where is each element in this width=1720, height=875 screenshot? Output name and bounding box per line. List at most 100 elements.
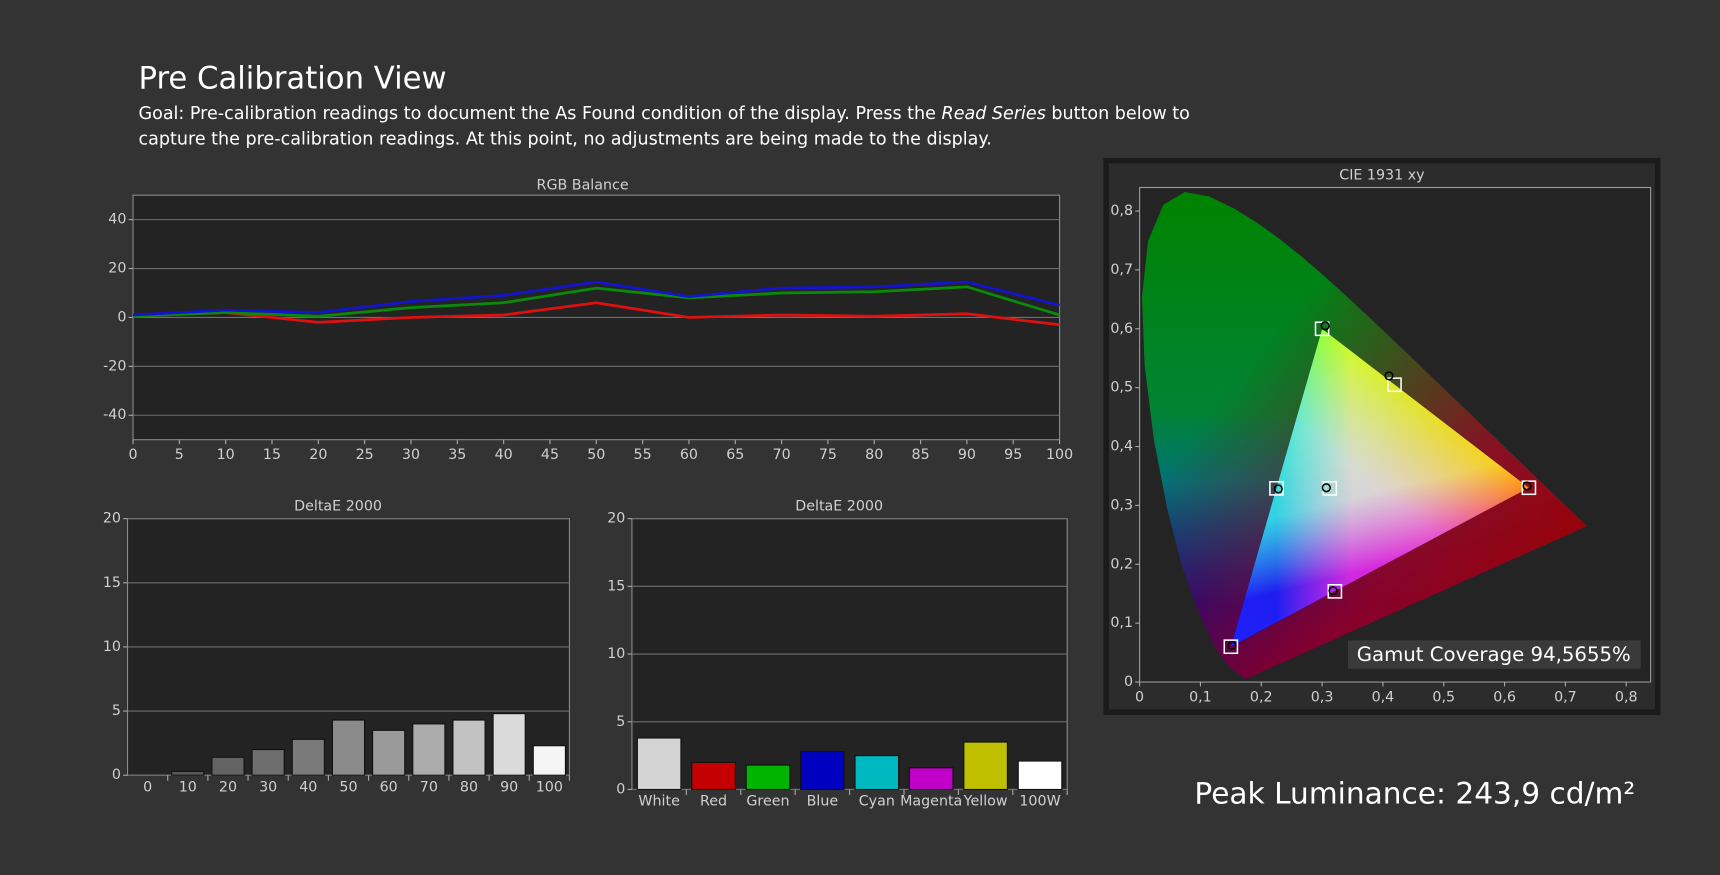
y-tick-label: 0,3 — [1110, 497, 1133, 513]
bar — [412, 723, 446, 776]
x-tick-label: 0,3 — [1311, 689, 1334, 705]
bar — [800, 751, 845, 791]
x-tick-label: Blue — [807, 794, 839, 810]
x-tick-label: 50 — [339, 779, 357, 795]
y-tick-label: -20 — [103, 358, 126, 374]
page-title: Pre Calibration View — [139, 62, 447, 97]
chart-title: DeltaE 2000 — [294, 499, 382, 515]
y-tick-label: 0 — [1124, 674, 1133, 690]
bar — [1017, 760, 1063, 791]
x-tick-label: 80 — [460, 779, 478, 795]
x-tick-label: White — [638, 794, 680, 810]
x-tick-label: 20 — [309, 447, 327, 463]
measured-point — [1320, 321, 1330, 331]
chart-title: RGB Balance — [537, 177, 629, 193]
measured-point — [1321, 483, 1331, 493]
x-tick-label: 25 — [356, 447, 374, 463]
measured-point — [1522, 481, 1532, 491]
x-tick-label: 0,2 — [1250, 689, 1273, 705]
y-tick-label: 0,1 — [1110, 615, 1133, 631]
x-tick-label: 70 — [420, 779, 438, 795]
x-tick-label: 20 — [219, 779, 237, 795]
x-tick-label: 5 — [175, 447, 184, 463]
x-tick-label: 60 — [380, 779, 398, 795]
bar — [691, 761, 736, 791]
y-tick-label: 20 — [607, 511, 625, 527]
bar — [745, 764, 791, 791]
x-tick-label: 10 — [179, 779, 197, 795]
bar — [452, 719, 486, 776]
goal-part: capture the pre-calibration readings. At… — [139, 129, 992, 149]
x-tick-label: 35 — [448, 447, 466, 463]
target-point — [1269, 480, 1284, 496]
measured-point — [1273, 484, 1283, 494]
x-tick-label: Cyan — [859, 794, 895, 810]
x-tick-label: 100 — [1046, 447, 1073, 463]
x-tick-label: Magenta — [900, 794, 962, 810]
y-tick-label: 10 — [103, 639, 121, 655]
y-tick-label: 20 — [108, 261, 126, 277]
y-tick-label: 0,8 — [1110, 203, 1133, 219]
x-tick-label: 95 — [1004, 447, 1022, 463]
goal-part: button below to — [1046, 104, 1190, 124]
x-tick-label: 90 — [500, 779, 518, 795]
annotation: Gamut Coverage 94,5655% — [1357, 643, 1631, 666]
x-tick-label: 0,5 — [1432, 689, 1455, 705]
bar — [492, 713, 526, 776]
target-point — [1521, 480, 1537, 496]
y-tick-label: 10 — [607, 646, 625, 662]
measured-point — [1227, 640, 1237, 651]
bar — [171, 770, 205, 776]
series-line — [132, 280, 1060, 317]
x-tick-label: 10 — [217, 447, 235, 463]
bar — [372, 729, 406, 776]
x-tick-label: 40 — [495, 447, 513, 463]
x-tick-label: 30 — [402, 447, 420, 463]
x-tick-label: 45 — [541, 447, 559, 463]
measured-point — [1384, 371, 1394, 381]
x-tick-label: 0,6 — [1493, 689, 1516, 705]
gamut-triangle — [1230, 328, 1529, 647]
chart-title: CIE 1931 xy — [1339, 167, 1425, 183]
bar — [532, 745, 566, 776]
goal-part: Goal: Pre-calibration readings to docume… — [139, 104, 942, 124]
y-tick-label: -40 — [103, 407, 126, 423]
x-tick-label: 50 — [587, 447, 605, 463]
target-point — [1327, 584, 1343, 599]
bar — [211, 756, 245, 776]
x-tick-label: 30 — [259, 779, 277, 795]
y-tick-label: 5 — [616, 714, 625, 730]
x-tick-label: 0,7 — [1554, 689, 1577, 705]
chart-title: DeltaE 2000 — [795, 499, 883, 515]
series-line — [132, 285, 1060, 318]
series-line — [132, 301, 1060, 327]
x-tick-label: 100W — [1019, 794, 1060, 810]
y-tick-label: 15 — [607, 578, 625, 594]
target-point — [1223, 639, 1239, 655]
x-tick-label: 0 — [143, 779, 152, 795]
gamut-light — [1230, 328, 1529, 647]
x-tick-label: 100 — [536, 779, 563, 795]
y-tick-label: 40 — [108, 212, 126, 228]
x-tick-label: 80 — [865, 447, 883, 463]
y-tick-label: 0 — [616, 781, 625, 797]
x-tick-label: 0,1 — [1189, 689, 1212, 705]
x-tick-label: 0,4 — [1372, 689, 1395, 705]
x-tick-label: 90 — [958, 447, 976, 463]
x-tick-label: 85 — [912, 447, 930, 463]
measured-point — [1328, 586, 1338, 596]
y-tick-label: 0 — [117, 309, 126, 325]
y-tick-label: 0,4 — [1110, 439, 1133, 455]
bar — [908, 767, 954, 791]
bar — [854, 755, 900, 791]
bar — [291, 738, 325, 776]
goal-emphasis: Read Series — [942, 104, 1046, 124]
bar — [331, 719, 366, 776]
bar — [963, 741, 1008, 791]
annotation-box — [1347, 640, 1641, 669]
y-tick-label: 0,2 — [1110, 556, 1133, 572]
charts: RGB Balance 40 20 0 -20 -40 0 5 10 15 20 25 30 35 40 45… — [103, 167, 1641, 810]
bar — [251, 749, 285, 776]
x-tick-label: 75 — [819, 447, 837, 463]
